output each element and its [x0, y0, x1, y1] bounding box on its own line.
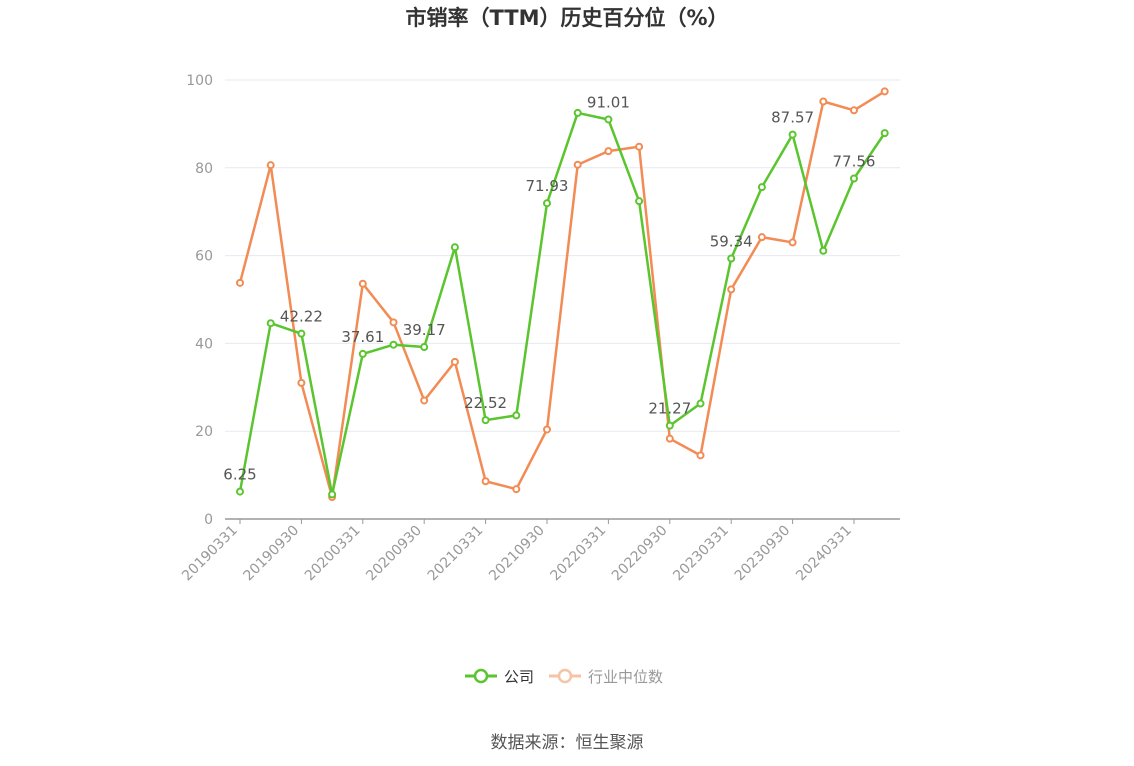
data-point[interactable]	[512, 485, 521, 494]
data-label: 6.25	[223, 466, 256, 484]
data-label: 42.22	[280, 308, 323, 326]
source-note: 数据来源：恒生聚源	[491, 733, 644, 753]
data-label: 59.34	[710, 232, 753, 250]
data-point[interactable]	[389, 340, 398, 349]
x-tick-label: 20240331	[793, 523, 855, 585]
data-point[interactable]	[604, 147, 613, 156]
data-point[interactable]	[696, 451, 705, 460]
data-point[interactable]	[757, 183, 766, 192]
grid-lines	[225, 79, 900, 432]
data-point[interactable]	[266, 319, 275, 328]
x-tick-label: 20210331	[425, 523, 487, 585]
data-label: 22.52	[464, 394, 507, 412]
y-tick-label: 40	[195, 336, 213, 352]
data-point[interactable]	[573, 160, 582, 169]
data-point[interactable]	[665, 434, 674, 443]
series-line	[238, 90, 886, 499]
x-tick-label: 20200930	[363, 523, 425, 585]
y-tick-label: 80	[195, 161, 213, 177]
data-point[interactable]	[819, 246, 828, 255]
data-point[interactable]	[389, 318, 398, 327]
data-point[interactable]	[236, 278, 244, 287]
data-point[interactable]	[788, 130, 797, 139]
data-label: 71.93	[526, 177, 569, 195]
data-point[interactable]	[604, 115, 613, 124]
x-tick-label: 20210930	[486, 523, 548, 585]
legend-item-industry-median[interactable]: 行业中位数	[549, 668, 663, 686]
data-point[interactable]	[665, 421, 674, 430]
data-label: 21.27	[648, 400, 691, 418]
data-label: 37.61	[341, 328, 384, 346]
series-line	[238, 111, 886, 496]
data-point[interactable]	[573, 108, 582, 117]
data-label: 87.57	[771, 109, 814, 127]
data-point[interactable]	[512, 411, 521, 420]
data-point[interactable]	[819, 97, 828, 106]
data-labels: 6.25 42.22 37.61 39.17 22.52 71.93 91.01 21.27 5…	[223, 93, 875, 483]
data-point[interactable]	[788, 238, 797, 247]
series-company	[236, 108, 889, 499]
legend-swatch-marker	[557, 668, 573, 684]
data-point[interactable]	[297, 329, 306, 338]
data-point[interactable]	[850, 174, 858, 183]
data-point[interactable]	[450, 357, 459, 366]
data-point[interactable]	[635, 197, 644, 206]
data-label: 77.56	[833, 153, 876, 171]
legend-item-company[interactable]: 公司	[465, 668, 534, 686]
data-point[interactable]	[696, 399, 705, 408]
data-point[interactable]	[543, 425, 551, 434]
series-group	[236, 87, 889, 502]
data-point[interactable]	[297, 378, 306, 387]
x-tick-label: 20200331	[302, 523, 364, 585]
data-point[interactable]	[358, 279, 367, 288]
y-tick-label: 20	[195, 424, 213, 440]
legend-label: 公司	[504, 668, 534, 686]
legend[interactable]: 公司 行业中位数	[465, 668, 663, 686]
data-point[interactable]	[880, 87, 889, 96]
x-tick-label: 20190331	[179, 523, 241, 585]
data-point[interactable]	[420, 343, 429, 352]
x-tick-label: 20230331	[670, 523, 732, 585]
x-tick-label: 20220331	[548, 523, 610, 585]
chart-title: 市销率（TTM）历史百分位（%）	[405, 6, 728, 30]
data-label: 91.01	[587, 93, 630, 111]
data-point[interactable]	[236, 487, 244, 496]
data-point[interactable]	[880, 129, 889, 138]
data-point[interactable]	[727, 285, 736, 294]
y-axis-ticks: 0 20 40 60 80 100	[186, 73, 213, 528]
data-point[interactable]	[481, 477, 490, 486]
data-point[interactable]	[543, 199, 551, 208]
y-tick-label: 100	[186, 73, 213, 89]
data-point[interactable]	[358, 349, 367, 358]
y-tick-label: 0	[204, 512, 213, 528]
data-point[interactable]	[850, 106, 858, 115]
data-point[interactable]	[450, 243, 459, 252]
y-tick-label: 60	[195, 249, 213, 265]
x-tick-label: 20230930	[732, 523, 794, 585]
legend-swatch-marker	[473, 668, 489, 684]
data-point[interactable]	[757, 233, 766, 242]
legend-label: 行业中位数	[588, 668, 663, 686]
data-point[interactable]	[635, 142, 644, 151]
data-point[interactable]	[328, 490, 337, 499]
x-tick-label: 20220930	[609, 523, 671, 585]
x-axis-ticks: 20190331 20190930 20200331 20200930 20210331…	[179, 519, 855, 584]
data-label: 39.17	[403, 321, 446, 339]
x-tick-label: 20190930	[241, 523, 303, 585]
data-point[interactable]	[481, 416, 490, 425]
series-industry-median	[236, 87, 889, 502]
data-point[interactable]	[420, 396, 429, 405]
data-point[interactable]	[727, 254, 736, 263]
data-point[interactable]	[266, 161, 275, 170]
